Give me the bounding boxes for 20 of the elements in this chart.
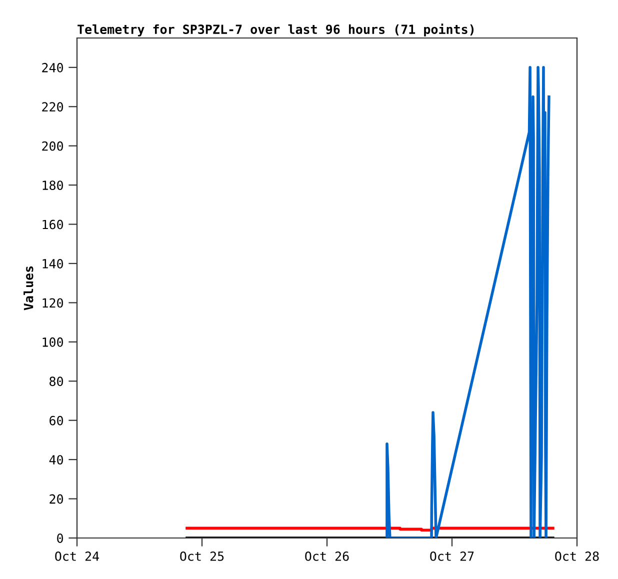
y-axis-title: Values <box>24 266 34 310</box>
x-tick-label: Oct 25 <box>180 551 224 561</box>
x-tick-label: Oct 27 <box>430 551 474 561</box>
x-tick-label: Oct 28 <box>555 551 599 561</box>
y-tick-label: 100 <box>42 337 63 347</box>
y-tick-label: 40 <box>49 455 63 465</box>
y-tick-label: 160 <box>42 220 63 230</box>
y-tick-label: 80 <box>50 376 63 386</box>
y-tick-label: 200 <box>42 141 63 151</box>
y-tick-label: 240 <box>42 62 63 72</box>
y-tick-label: 0 <box>57 534 63 543</box>
y-tick-label: 220 <box>42 102 63 112</box>
x-tick-label: Oct 26 <box>305 551 349 561</box>
y-tick-label: 60 <box>50 416 63 426</box>
y-tick-label: 140 <box>42 258 63 268</box>
y-tick-label: 180 <box>42 180 63 190</box>
y-tick-label: 20 <box>50 494 63 504</box>
chart-title: Telemetry for SP3PZL-7 over last 96 hours (71 points) <box>78 24 474 36</box>
x-tick-label: Oct 24 <box>55 551 99 561</box>
y-tick-label: 120 <box>42 298 63 308</box>
